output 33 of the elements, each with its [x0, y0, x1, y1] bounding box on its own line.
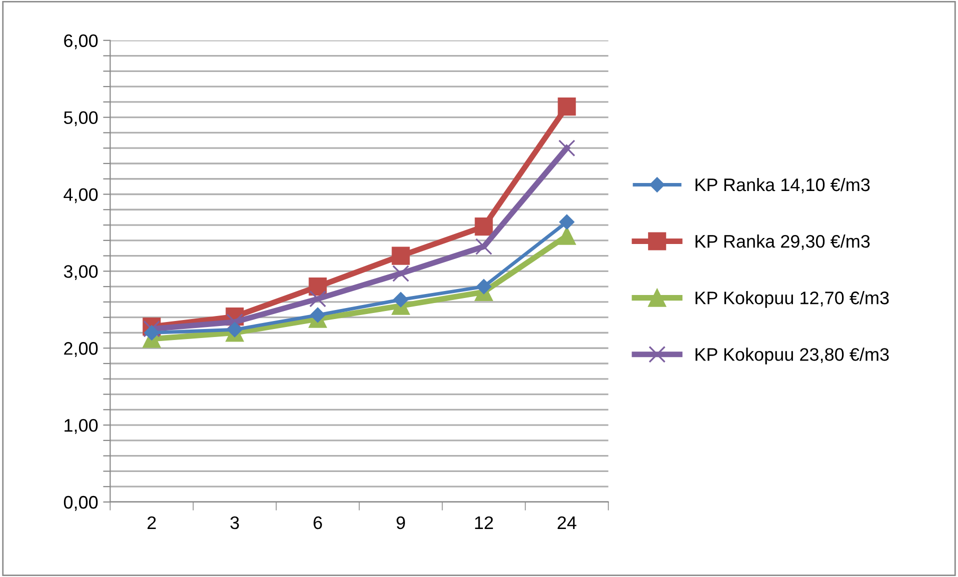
point [474, 218, 493, 236]
x-tick-label: 2 [148, 516, 156, 529]
point [392, 265, 410, 282]
x-tick-label: 3 [230, 516, 239, 530]
point [226, 313, 244, 330]
point [308, 278, 327, 296]
point [393, 292, 408, 308]
x-tick-label: 24 [558, 516, 576, 529]
legend-label: KP Kokopuu 23,80 €/m3 [696, 348, 889, 364]
point [475, 238, 492, 256]
y-tick-label: 3,00 [64, 265, 98, 280]
point [392, 246, 410, 265]
x-tick-label: 9 [396, 516, 405, 530]
point [227, 322, 242, 338]
y-tick-label: 4,00 [64, 188, 98, 204]
point [558, 226, 576, 245]
legend-label: KP Ranka 14,10 €/m3 [696, 178, 870, 194]
x-tick-label: 12 [475, 516, 493, 529]
text: 0,00 [64, 496, 98, 511]
legend-label: KP Ranka 29,30 €/m3 [696, 234, 870, 250]
point [558, 140, 576, 157]
legend-label: KP Kokopuu 12,70 €/m3 [696, 291, 889, 308]
point [309, 290, 326, 308]
point [476, 279, 492, 294]
y-tick-label: 2,00 [64, 342, 98, 357]
point [558, 98, 576, 116]
y-tick-label: 1,00 [64, 418, 98, 434]
y-tick-label: 6,00 [64, 34, 98, 50]
point [310, 307, 326, 323]
x-tick-label: 6 [314, 516, 322, 530]
point [559, 214, 574, 230]
point [144, 325, 160, 340]
y-tick-label: 5,00 [64, 111, 98, 126]
